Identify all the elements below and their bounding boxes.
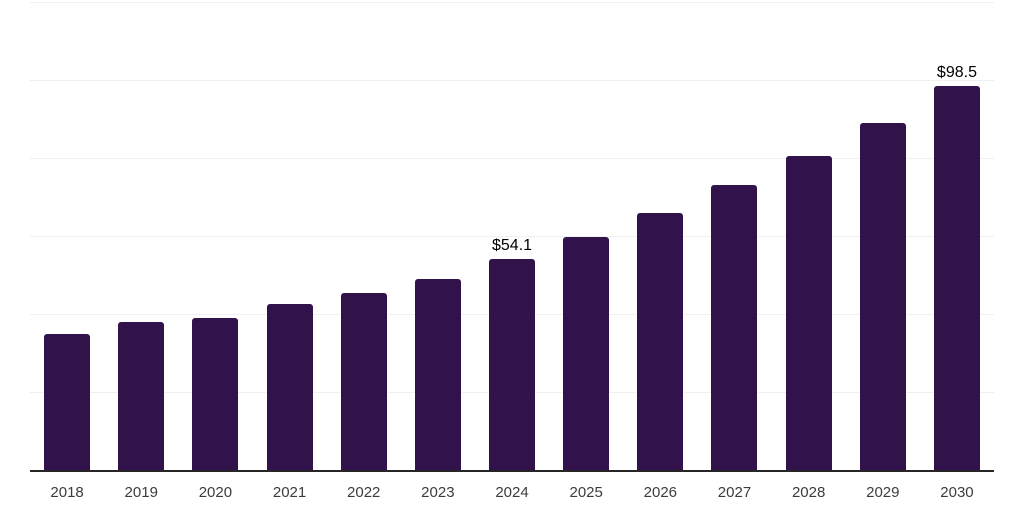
bar-slot: $54.1 [475,2,549,470]
bar-2027 [711,185,758,470]
x-tick-label-2026: 2026 [643,484,678,501]
gridline-80 [30,157,994,159]
bar-value-label-2030: $98.5 [936,63,977,81]
x-tick-label-2022: 2022 [347,484,381,501]
bar-2024: $54.1 [489,237,536,470]
bar-2023 [414,278,461,470]
gridline-100 [30,79,994,81]
bar-2026 [637,213,684,470]
gridline-60 [30,236,994,237]
bar-2025 [563,236,610,470]
x-tick-label-2021: 2021 [272,484,307,501]
bar-slot [623,2,697,470]
x-axis-labels: 2018 2019 2020 2021 2022 2023 2024 2025 2026 2027… [30,484,994,502]
bar-slot [401,2,475,470]
x-tick-label-2030: 2030 [940,484,974,501]
x-tick-label-2027: 2027 [717,484,752,501]
x-tick-label-2024: 2024 [495,484,529,501]
bar-2022 [340,292,387,470]
bar-slot [697,2,771,470]
bar-2028 [785,156,832,470]
x-tick-label-2025: 2025 [569,484,603,501]
bar-slot [30,2,104,470]
x-tick-label-2018: 2018 [50,484,84,501]
bar-2030: $98.5 [933,64,980,470]
bar-slot: $98.5 [920,2,994,470]
x-tick-label-2019: 2019 [124,484,158,501]
bar-slot [252,2,326,470]
gridline-120 [30,2,994,3]
bar-slot [178,2,252,470]
x-tick-label-2023: 2023 [421,484,455,501]
bar-slot [549,2,623,470]
bar-2029 [859,122,906,470]
bar-slot [104,2,178,470]
bar-slot [772,2,846,470]
plot-area: $54.1 $98.5 [30,2,994,472]
x-tick-label-2028: 2028 [791,484,826,501]
bar-2021 [266,304,313,470]
x-tick-label-2020: 2020 [198,484,233,501]
bar-value-label-2024: $54.1 [491,237,533,255]
bar-slot [327,2,401,470]
bar-2020 [192,318,239,470]
bar-2019 [118,322,165,470]
bar-2018 [44,333,91,470]
bars-row: $54.1 $98.5 [30,2,994,470]
bar-slot [846,2,920,470]
x-tick-label-2029: 2029 [866,484,900,501]
